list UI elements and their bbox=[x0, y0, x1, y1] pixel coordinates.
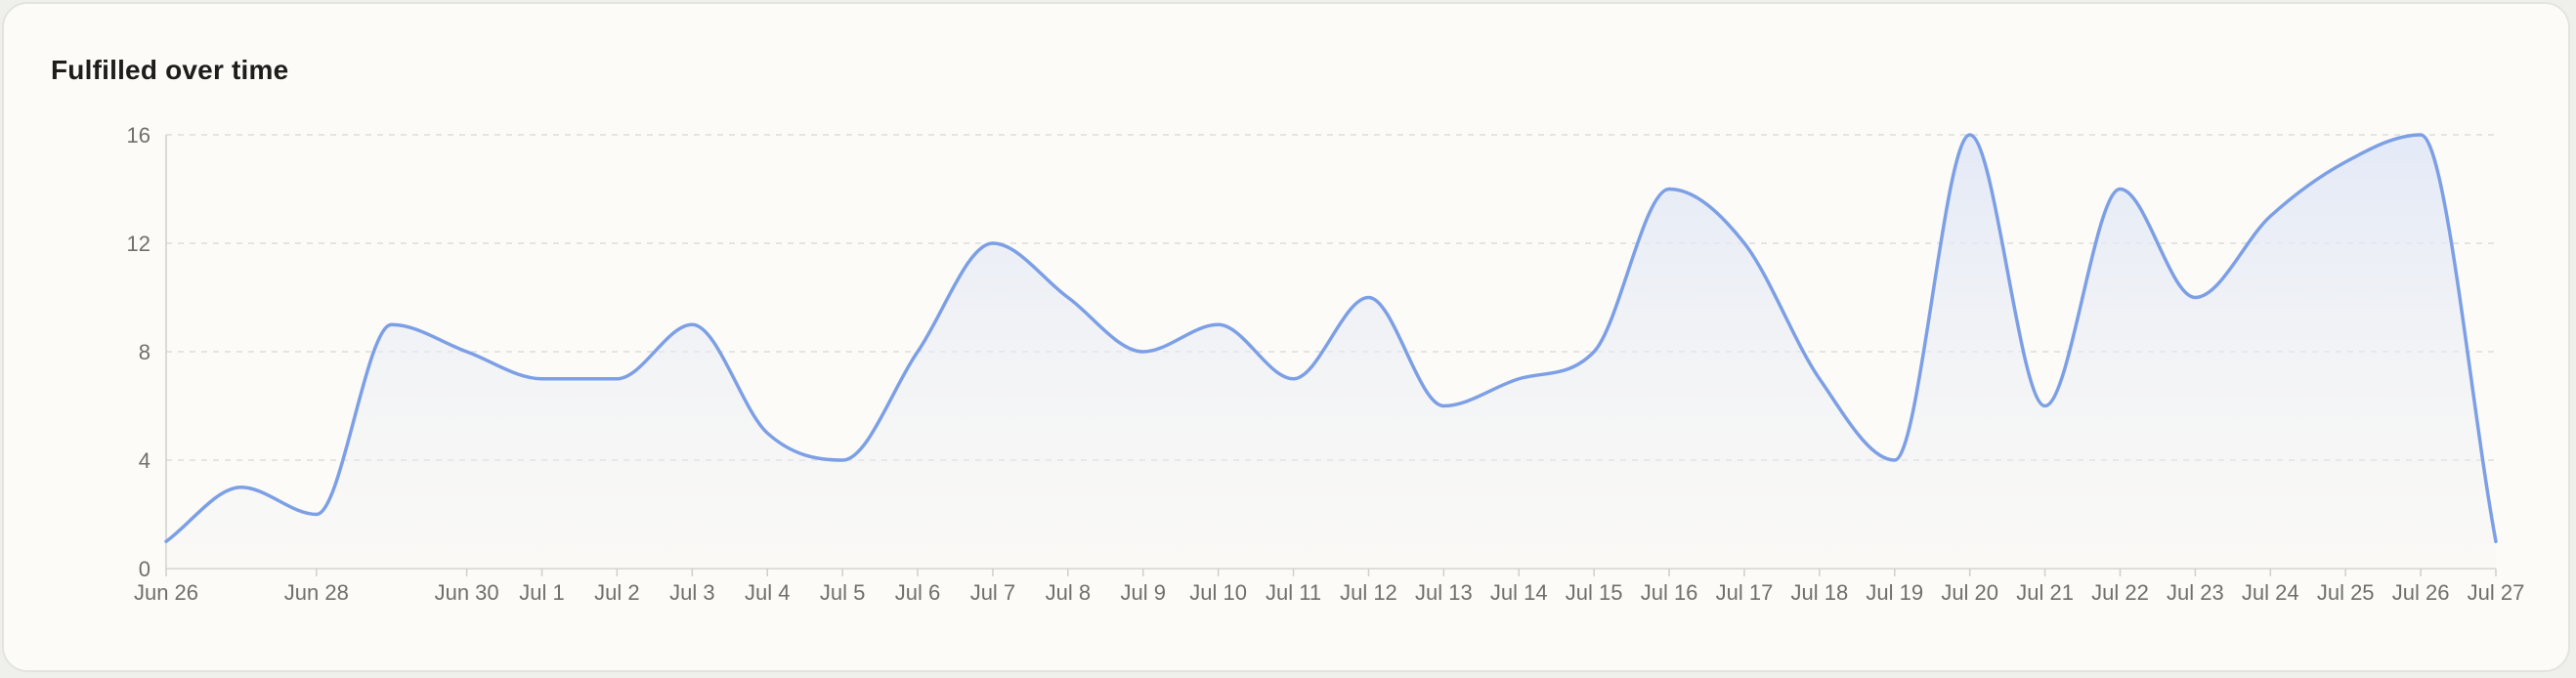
data-point-jul-20 bbox=[1967, 132, 1973, 138]
data-point-jun-27 bbox=[238, 485, 244, 490]
data-point-jul-26 bbox=[2418, 132, 2424, 138]
x-tick-label: Jul 15 bbox=[1566, 580, 1623, 605]
x-tick-label: Jul 9 bbox=[1120, 580, 1165, 605]
series-line bbox=[164, 133, 2498, 543]
data-point-jul-15 bbox=[1591, 349, 1597, 355]
data-point-jul-4 bbox=[764, 430, 770, 436]
y-tick-labels: 0 4 8 12 16 bbox=[127, 123, 150, 581]
data-point-jul-11 bbox=[1291, 376, 1297, 382]
data-point-jul-2 bbox=[614, 376, 620, 382]
data-point-jul-9 bbox=[1140, 349, 1146, 355]
area-fill bbox=[166, 135, 2496, 569]
x-tick-label: Jul 21 bbox=[2016, 580, 2074, 605]
x-tick-label: Jul 22 bbox=[2091, 580, 2149, 605]
data-point-jul-13 bbox=[1440, 403, 1446, 409]
x-tick-label: Jun 26 bbox=[134, 580, 198, 605]
x-tick-label: Jul 8 bbox=[1046, 580, 1091, 605]
data-point-jul-1 bbox=[539, 376, 545, 382]
data-point-jul-12 bbox=[1365, 295, 1371, 301]
x-tick-label: Jul 1 bbox=[519, 580, 564, 605]
x-tick-label: Jul 2 bbox=[594, 580, 639, 605]
x-tick-label: Jul 27 bbox=[2468, 580, 2525, 605]
data-point-jul-16 bbox=[1666, 187, 1672, 192]
data-point-jul-8 bbox=[1065, 295, 1071, 301]
data-point-jul-22 bbox=[2117, 187, 2123, 192]
x-tick-label: Jul 11 bbox=[1266, 580, 1321, 605]
data-point-jul-17 bbox=[1741, 240, 1747, 246]
x-tick-label: Jun 28 bbox=[284, 580, 349, 605]
x-tick-label: Jul 16 bbox=[1641, 580, 1698, 605]
x-tick-label: Jul 7 bbox=[970, 580, 1015, 605]
data-point-jul-24 bbox=[2267, 213, 2273, 219]
data-point-jun-28 bbox=[314, 512, 320, 518]
x-tick-label: Jul 26 bbox=[2392, 580, 2450, 605]
data-point-jul-27 bbox=[2493, 538, 2499, 544]
x-tick-label: Jul 13 bbox=[1415, 580, 1473, 605]
data-point-jun-30 bbox=[464, 349, 470, 355]
x-tick-label: Jul 24 bbox=[2242, 580, 2299, 605]
x-tick-label: Jul 5 bbox=[820, 580, 865, 605]
x-tick-label: Jul 20 bbox=[1941, 580, 1998, 605]
x-tick-label: Jul 14 bbox=[1490, 580, 1548, 605]
data-point-jun-26 bbox=[163, 538, 169, 544]
data-point-jul-25 bbox=[2342, 159, 2348, 165]
data-point-jul-7 bbox=[990, 240, 996, 246]
y-tick-0: 0 bbox=[139, 557, 150, 581]
x-tick-label: Jul 4 bbox=[745, 580, 790, 605]
data-point-jul-5 bbox=[839, 457, 845, 463]
x-tick-label: Jul 3 bbox=[669, 580, 714, 605]
x-tick-label: Jul 10 bbox=[1189, 580, 1247, 605]
data-point-jul-3 bbox=[689, 321, 695, 327]
data-point-jul-21 bbox=[2042, 403, 2048, 409]
x-tick-label: Jul 19 bbox=[1866, 580, 1923, 605]
x-tick-label: Jun 30 bbox=[435, 580, 499, 605]
y-tick-16: 16 bbox=[127, 123, 150, 148]
y-tick-8: 8 bbox=[139, 340, 150, 364]
data-point-jul-14 bbox=[1516, 376, 1522, 382]
x-tick-labels: Jun 26 Jun 28 Jun 30 Jul 1 Jul 2 Jul 3 Jul 4 Ju… bbox=[134, 580, 2524, 605]
data-point-jul-10 bbox=[1216, 321, 1222, 327]
x-tick-label: Jul 23 bbox=[2167, 580, 2224, 605]
x-tick-label: Jul 18 bbox=[1791, 580, 1849, 605]
data-point-jul-19 bbox=[1892, 457, 1898, 463]
data-point-jul-6 bbox=[915, 349, 921, 355]
data-point-jul-23 bbox=[2192, 295, 2198, 301]
data-point-jun-29 bbox=[389, 321, 395, 327]
x-tick-label: Jul 12 bbox=[1340, 580, 1397, 605]
y-tick-12: 12 bbox=[127, 232, 150, 256]
data-point-jul-18 bbox=[1817, 376, 1823, 382]
x-tick-label: Jul 6 bbox=[895, 580, 940, 605]
x-tick-label: Jul 17 bbox=[1716, 580, 1774, 605]
chart-title: Fulfilled over time bbox=[51, 55, 289, 85]
y-tick-4: 4 bbox=[139, 448, 150, 473]
x-tick-label: Jul 25 bbox=[2317, 580, 2375, 605]
